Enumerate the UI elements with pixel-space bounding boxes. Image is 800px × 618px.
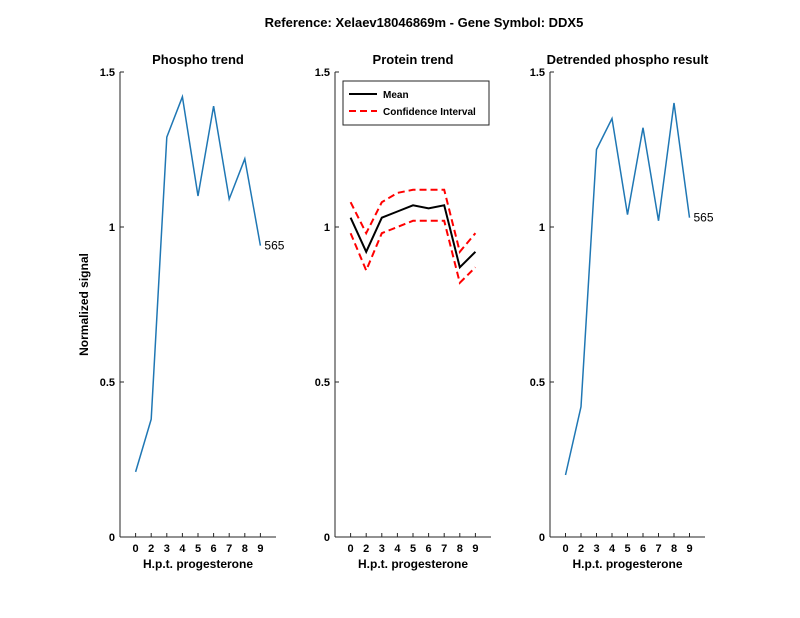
series-line-2 — [349, 188, 477, 254]
legend-box — [342, 80, 490, 126]
series-line-1 — [134, 93, 262, 473]
y-tick-label: 0.5 — [315, 377, 330, 389]
series-line-1 — [349, 204, 477, 270]
x-tick-label: 6 — [640, 543, 646, 555]
x-tick-label: 5 — [195, 543, 201, 555]
y-tick-label: 0 — [539, 532, 545, 544]
legend-entry: Mean — [383, 90, 409, 101]
x-axis-label: H.p.t. progesterone — [143, 557, 253, 571]
x-tick-label: 5 — [410, 543, 416, 555]
x-tick-label: 2 — [148, 543, 154, 555]
legend: Mean Confidence Interval — [342, 80, 490, 126]
x-tick-label: 3 — [593, 543, 599, 555]
series-line-3 — [349, 219, 477, 285]
y-tick-label: 0.5 — [100, 377, 115, 389]
x-tick-label: 2 — [578, 543, 584, 555]
series-line-1 — [564, 102, 691, 476]
series-end-label: 565 — [264, 239, 284, 253]
x-tick-label: 9 — [257, 543, 263, 555]
x-tick-label: 6 — [211, 543, 217, 555]
panel-title: Protein trend — [373, 52, 454, 67]
y-tick-label: 1.5 — [100, 67, 115, 79]
x-tick-label: 0 — [348, 543, 354, 555]
x-tick-label: 6 — [426, 543, 432, 555]
panel-title: Detrended phospho result — [547, 52, 709, 67]
x-tick-label: 3 — [379, 543, 385, 555]
x-tick-label: 0 — [133, 543, 139, 555]
y-axis-label: Normalized signal — [77, 253, 91, 356]
y-tick-label: 1 — [324, 222, 330, 234]
x-tick-label: 9 — [686, 543, 692, 555]
x-tick-label: 8 — [242, 543, 248, 555]
y-tick-label: 0 — [109, 532, 115, 544]
y-tick-label: 0.5 — [530, 377, 545, 389]
legend-entry: Confidence Interval — [383, 107, 476, 118]
y-tick-label: 0 — [324, 532, 330, 544]
x-tick-label: 4 — [179, 543, 186, 555]
x-tick-label: 8 — [457, 543, 463, 555]
x-tick-label: 5 — [624, 543, 630, 555]
x-tick-label: 7 — [441, 543, 447, 555]
x-tick-label: 7 — [655, 543, 661, 555]
x-tick-label: 4 — [394, 543, 401, 555]
x-tick-label: 2 — [363, 543, 369, 555]
y-tick-label: 1.5 — [315, 67, 330, 79]
panel-title: Phospho trend — [152, 52, 244, 67]
x-tick-label: 0 — [562, 543, 568, 555]
y-tick-label: 1 — [539, 222, 545, 234]
x-tick-label: 7 — [226, 543, 232, 555]
series-end-label: 565 — [694, 211, 714, 225]
x-tick-label: 4 — [609, 543, 616, 555]
figure-title: Reference: Xelaev18046869m - Gene Symbol… — [265, 15, 584, 30]
x-tick-label: 8 — [671, 543, 677, 555]
x-tick-label: 9 — [472, 543, 478, 555]
x-tick-label: 3 — [164, 543, 170, 555]
y-tick-label: 1 — [109, 222, 115, 234]
x-axis-label: H.p.t. progesterone — [358, 557, 468, 571]
y-tick-label: 1.5 — [530, 67, 545, 79]
x-axis-label: H.p.t. progesterone — [572, 557, 682, 571]
